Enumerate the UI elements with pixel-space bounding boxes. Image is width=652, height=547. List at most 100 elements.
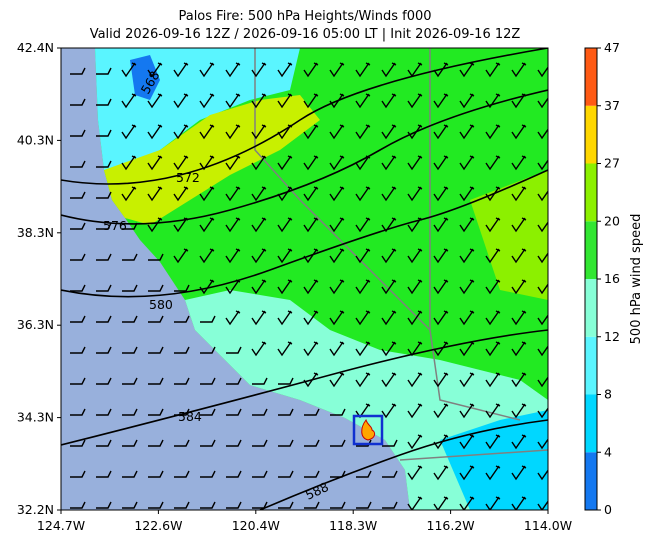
wind-barb — [511, 93, 527, 109]
wind-barb — [303, 310, 319, 326]
wind-barb — [70, 408, 86, 416]
wind-barb — [485, 155, 501, 171]
wind-barb — [303, 93, 319, 109]
x-tick-label: 122.6W — [134, 518, 182, 533]
wind-barb — [459, 403, 475, 419]
wind-barb — [537, 280, 548, 295]
wind-barb — [355, 341, 371, 357]
colorbar: 0 4 8 12 16 20 27 37 47 — [584, 40, 620, 517]
wind-barb — [96, 315, 112, 323]
wind-barb — [304, 501, 320, 509]
wind-barb — [511, 310, 527, 326]
wind-barb — [303, 279, 319, 295]
wind-barb — [199, 279, 215, 295]
wind-barb — [226, 377, 242, 385]
wind-barb — [174, 284, 190, 292]
colorbar-segment — [585, 452, 597, 510]
wind-barb — [174, 346, 190, 354]
wind-barb — [485, 248, 501, 264]
wind-barb — [330, 439, 346, 447]
colorbar-tick-label: 37 — [604, 98, 620, 113]
wind-barb — [252, 501, 268, 509]
wind-barb — [277, 93, 293, 109]
wind-barb — [303, 155, 319, 171]
wind-barb — [459, 217, 475, 233]
wind-barb — [485, 465, 501, 481]
wind-barb — [381, 310, 397, 326]
colorbar-segment — [585, 105, 597, 164]
wind-barb — [303, 341, 319, 357]
wind-barb — [121, 186, 137, 202]
wind-barb — [173, 217, 189, 233]
wind-barb — [225, 62, 241, 78]
colorbar-tick-label: 12 — [604, 329, 620, 344]
wind-barb — [485, 434, 501, 450]
wind-barb — [226, 408, 242, 416]
wind-barb — [511, 186, 527, 202]
wind-barb — [537, 373, 548, 388]
wind-barb — [537, 466, 548, 481]
wind-barb — [122, 377, 138, 385]
fire-icon — [361, 418, 376, 441]
wind-barb — [200, 501, 216, 509]
wind-barb — [96, 408, 112, 416]
y-tick-label: 38.3N — [17, 225, 54, 240]
wind-barb — [329, 93, 345, 109]
wind-barb — [537, 404, 548, 419]
wind-barb — [96, 501, 112, 509]
wind-barb — [303, 248, 319, 264]
wind-barb — [381, 372, 397, 388]
wind-barb — [147, 186, 163, 202]
wind-barb — [147, 93, 163, 109]
wind-barb — [459, 434, 475, 450]
wind-barb — [96, 160, 112, 168]
wind-barb — [199, 124, 215, 140]
wind-barb — [225, 155, 241, 171]
wind-barb — [329, 124, 345, 140]
wind-barb — [459, 279, 475, 295]
wind-patch-east — [470, 170, 548, 300]
colorbar-segment — [585, 394, 597, 453]
wind-barb — [433, 279, 449, 295]
wind-barb — [148, 470, 164, 478]
wind-barb — [174, 470, 190, 478]
wind-barb — [537, 218, 548, 233]
wind-barb — [147, 62, 163, 78]
wind-barb — [70, 129, 86, 137]
wind-barb — [226, 439, 242, 447]
wind-barb — [277, 279, 293, 295]
colorbar-label: 500 hPa wind speed — [629, 214, 644, 345]
wind-barb — [96, 129, 112, 137]
wind-barb — [277, 155, 293, 171]
wind-barb — [485, 124, 501, 140]
wind-barb — [407, 62, 423, 78]
wind-barb — [433, 124, 449, 140]
wind-barb — [433, 93, 449, 109]
wind-barb — [251, 248, 267, 264]
wind-barb — [537, 342, 548, 357]
wind-barb — [277, 341, 293, 357]
wind-barb — [407, 341, 423, 357]
colorbar-tick-label: 20 — [604, 213, 620, 228]
wind-barb — [459, 496, 475, 510]
wind-barb — [252, 470, 268, 478]
wind-barb — [459, 186, 475, 202]
wind-barb — [511, 403, 527, 419]
wind-barb — [459, 124, 475, 140]
borders — [254, 48, 548, 461]
colorbar-segment — [585, 279, 597, 337]
wind-barb — [355, 124, 371, 140]
wind-barb — [278, 501, 294, 509]
wind-barb — [122, 470, 138, 478]
wind-barb — [382, 470, 398, 478]
wind-barb — [70, 315, 86, 323]
wind-barb — [407, 248, 423, 264]
wind-barb — [433, 434, 449, 450]
wind-barb — [303, 186, 319, 202]
wind-barb — [278, 439, 294, 447]
wind-barb — [433, 372, 449, 388]
wind-barb — [407, 217, 423, 233]
wind-barb — [433, 341, 449, 357]
wind-barb — [511, 62, 527, 78]
wind-barb — [70, 160, 86, 168]
